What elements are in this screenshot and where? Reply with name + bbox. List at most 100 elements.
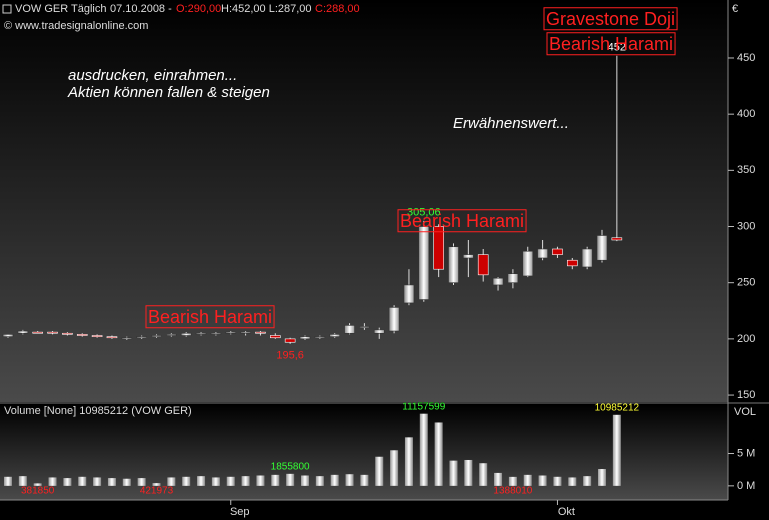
candle-body xyxy=(463,254,474,259)
candle-body xyxy=(32,331,44,334)
candle-body xyxy=(91,335,103,337)
candle-body xyxy=(581,248,593,268)
volume-bar xyxy=(523,474,532,486)
volume-bar xyxy=(598,469,606,486)
volume-label: 10985212 xyxy=(595,402,640,413)
pattern-label: Bearish Harami xyxy=(148,307,272,327)
volume-bar xyxy=(122,478,131,486)
volume-bar xyxy=(301,475,309,486)
pattern-box xyxy=(543,7,678,31)
candle-body xyxy=(418,226,430,300)
candle-body xyxy=(433,226,444,270)
pattern-box xyxy=(145,305,275,329)
volume-bar xyxy=(494,472,503,486)
y-tick-label: 450 xyxy=(737,52,755,64)
volume-bar xyxy=(612,414,621,486)
candle-body xyxy=(62,332,73,335)
volume-bar xyxy=(137,478,146,486)
pattern-label: Bearish Harami xyxy=(400,211,524,231)
chart-title: VOW GER Täglich xyxy=(15,3,107,15)
volume-bar xyxy=(48,477,57,486)
volume-bar xyxy=(107,478,116,486)
price-panel xyxy=(0,0,728,402)
candle-body xyxy=(344,325,355,334)
volume-bar xyxy=(18,476,27,486)
volume-axis-label: VOL xyxy=(734,406,756,418)
volume-bar xyxy=(390,450,399,486)
y-tick-label: 300 xyxy=(737,220,755,232)
candle-body xyxy=(522,250,534,277)
x-tick-label: Sep xyxy=(230,506,250,518)
volume-bar xyxy=(315,476,324,486)
volume-bar xyxy=(508,476,517,486)
y-tick-label: 350 xyxy=(737,164,755,176)
pattern-label: Bearish Harami xyxy=(549,34,673,54)
volume-bar xyxy=(419,413,428,486)
volume-bar xyxy=(63,478,72,486)
y-tick-label: 150 xyxy=(737,389,755,401)
candle-body xyxy=(477,254,489,276)
candle-body xyxy=(76,334,88,336)
candle-body xyxy=(388,307,400,332)
volume-bar xyxy=(553,476,562,486)
candle-body xyxy=(448,246,459,283)
volume-bar xyxy=(568,477,577,486)
volume-bar xyxy=(256,475,265,486)
candle-body xyxy=(329,334,341,337)
candle-body xyxy=(269,335,281,339)
volume-title: Volume [None] 10985212 (VOW GER) xyxy=(4,405,192,417)
candle-body xyxy=(136,336,147,339)
volume-bar xyxy=(241,476,250,486)
volume-bar xyxy=(152,483,161,486)
candle-body xyxy=(299,336,311,340)
volume-bar xyxy=(286,473,295,486)
volume-bar xyxy=(330,474,339,486)
high-low-label: H:452,00 L:287,00 xyxy=(221,3,312,15)
volume-bar xyxy=(583,476,592,486)
volume-bar xyxy=(197,476,206,486)
candle-body xyxy=(611,237,623,241)
copyright: © www.tradesignalonline.com xyxy=(4,20,148,32)
volume-bar xyxy=(93,477,102,486)
volume-label: 381850 xyxy=(21,485,55,496)
candle-body xyxy=(566,259,578,267)
candle-body xyxy=(47,331,58,334)
volume-label: 1388010 xyxy=(493,485,532,496)
volume-bar xyxy=(404,437,413,486)
candle-body xyxy=(151,335,162,337)
candle-body xyxy=(180,332,192,336)
candle-body xyxy=(552,248,563,255)
y-tick-label: 0 M xyxy=(737,480,755,492)
y-tick-label: 200 xyxy=(737,333,755,345)
candle-body xyxy=(225,331,237,334)
candle-body xyxy=(373,329,385,334)
close-label: C:288,00 xyxy=(315,3,360,15)
volume-bar xyxy=(464,459,473,486)
candle-body xyxy=(106,336,118,339)
annotation: Erwähnenswert... xyxy=(453,115,569,132)
volume-bar xyxy=(211,477,220,486)
annotation: Aktien können fallen & steigen xyxy=(67,84,270,101)
volume-bar xyxy=(479,463,488,486)
high-label: 452 xyxy=(608,42,626,54)
open-label: O:290,00 xyxy=(176,3,221,15)
candle-body xyxy=(537,248,548,259)
volume-bar xyxy=(345,474,354,486)
candle-body xyxy=(284,338,296,343)
pattern-label: Gravestone Doji xyxy=(546,9,675,29)
low-label: 195,6 xyxy=(276,350,304,362)
candle-body xyxy=(492,277,504,286)
volume-bar xyxy=(271,474,280,486)
volume-bar xyxy=(434,422,443,486)
volume-bar xyxy=(167,477,176,486)
volume-label: 421973 xyxy=(140,485,174,496)
y-tick-label: 5 M xyxy=(737,447,755,459)
x-tick-label: Okt xyxy=(558,506,575,518)
candle-body xyxy=(166,334,177,336)
volume-bar xyxy=(182,476,191,486)
volume-bar xyxy=(538,475,547,486)
candle-body xyxy=(2,334,14,337)
candle-body xyxy=(240,331,251,334)
volume-bar xyxy=(33,483,42,486)
